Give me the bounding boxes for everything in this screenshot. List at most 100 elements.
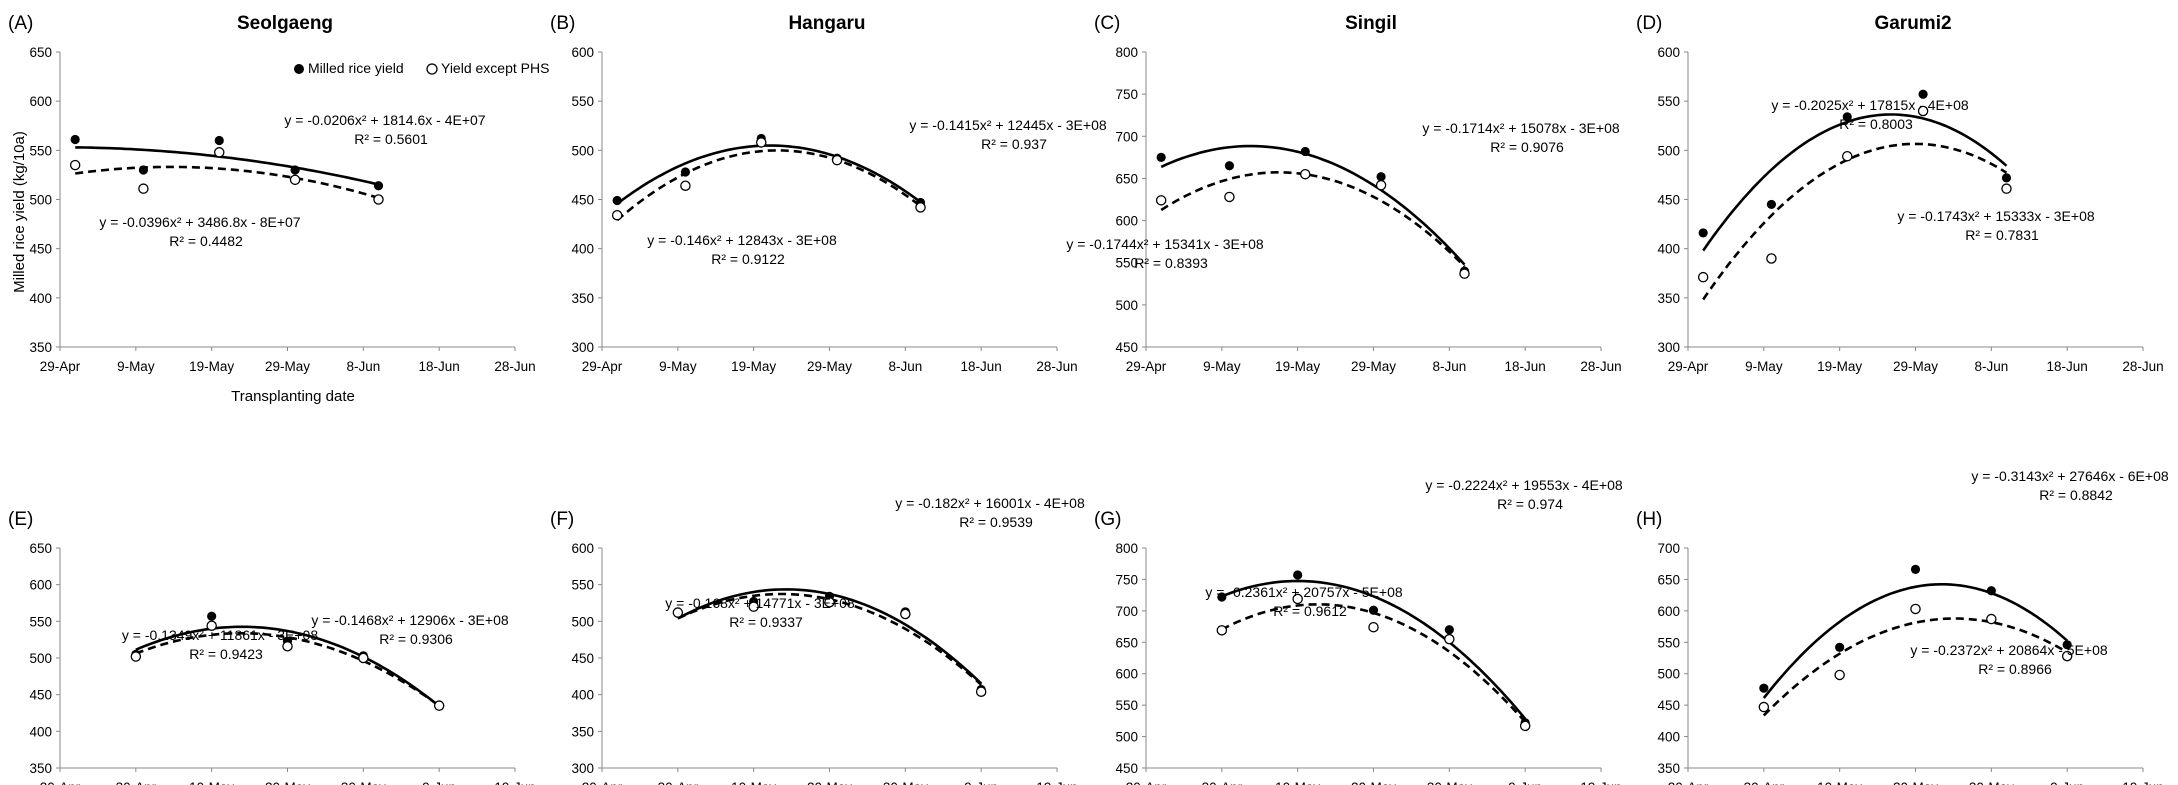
panel-e-x-tick-label: 10-May: [189, 780, 234, 785]
panel-g-x-tick-label: 20-May: [1351, 780, 1396, 785]
panel-h-x-tick-label: 10-May: [1817, 780, 1862, 785]
panel-d-trend-milled: [1702, 113, 2008, 252]
panel-a-point-except-phs: [69, 159, 81, 171]
panel-h-r2-2: R² = 0.8966: [1978, 661, 2052, 677]
panel-a-x-tick-label: 8-Jun: [346, 359, 380, 374]
panel-a: (A) Seolgaeng 350 400 450 500 550 600 650 29-Apr 9…: [8, 13, 536, 374]
panel-e-equation-1: y = -0.1468x² + 12906x - 3E+08: [311, 612, 509, 628]
panel-e-r2-2: R² = 0.9423: [189, 646, 263, 662]
panel-g-equation-2: y = -0.2361x² + 20757x - 5E+08: [1205, 584, 1403, 600]
panel-e-point-except-phs: [282, 641, 293, 652]
panel-b-y-tick-label: 350: [571, 291, 594, 306]
panel-b-y-tick-label: 600: [571, 45, 594, 60]
panel-f-y-tick-label: 550: [571, 578, 594, 593]
panel-h-y-tick-label: 650: [1657, 572, 1680, 587]
panel-c-r2-2: R² = 0.8393: [1134, 255, 1208, 271]
panel-a-equation-1: y = -0.0206x² + 1814.6x - 4E+07: [284, 112, 485, 128]
panel-d-x-tick-label: 18-Jun: [2047, 359, 2088, 374]
panel-a-y-tick-label: 600: [29, 94, 52, 109]
panel-b-equation-1: y = -0.1415x² + 12445x - 3E+08: [909, 117, 1107, 133]
panel-g-point-except-phs: [1368, 621, 1379, 633]
panel-d-x-tick-label: 28-Jun: [2122, 359, 2163, 374]
panel-d-point-milled: [1698, 228, 1708, 238]
panel-f-y-tick-label: 450: [571, 651, 594, 666]
panel-h: (H) 350 400 450 500 550 600 650 700 20-Apr 30-Apr 1…: [1636, 468, 2169, 785]
panel-f-r2-2: R² = 0.9337: [729, 614, 803, 630]
panel-h-point-except-phs: [1834, 669, 1845, 681]
panel-f-point-except-phs: [748, 601, 759, 612]
panel-c-point-except-phs: [1375, 179, 1387, 191]
panel-c-point-except-phs: [1300, 168, 1311, 180]
panel-h-trend-milled: [1762, 583, 2069, 699]
panel-a-point-milled: [214, 135, 224, 146]
panel-c-equation-2: y = -0.1744x² + 15341x - 3E+08: [1066, 236, 1264, 252]
panel-a-point-milled: [373, 181, 384, 191]
panel-f-y-tick-label: 500: [571, 614, 594, 629]
panel-g-y-tick-label: 800: [1115, 541, 1138, 556]
panel-h-trend-except-phs: [1762, 617, 2068, 717]
panel-h-equation-2: y = -0.2372x² + 20864x - 5E+08: [1910, 642, 2108, 658]
panel-g: (G) 450 500 550 600 650 700 750 800 20-Apr 30-Apr 1…: [1094, 477, 1623, 785]
panel-b-x-tick-label: 29-Apr: [582, 359, 623, 374]
panel-e-x-tick-label: 30-Apr: [116, 780, 157, 785]
panel-g-y-tick-label: 750: [1115, 572, 1138, 587]
panel-h-y-tick-label: 500: [1657, 667, 1680, 682]
y-axis-label: Milled rice yield (kg/10a): [11, 131, 28, 293]
panel-g-r2-2: R² = 0.9612: [1273, 603, 1347, 619]
legend-marker-except-phs: [426, 63, 438, 75]
panel-d-x-tick-label: 29-Apr: [1668, 359, 1709, 374]
panel-c-x-tick-label: 8-Jun: [1432, 359, 1466, 374]
panel-d-equation-1: y = -0.2025x² + 17815x - 4E+08: [1771, 97, 1969, 113]
panel-f-x-tick-label: 10-May: [731, 780, 776, 785]
panel-h-y-tick-label: 600: [1657, 604, 1680, 619]
panel-e-x-tick-label: 20-May: [265, 780, 310, 785]
panel-c-title: Singil: [1345, 13, 1397, 34]
panel-a-y-tick-label: 650: [29, 45, 52, 60]
panel-f-point-except-phs: [672, 607, 684, 618]
panel-g-point-milled: [1217, 592, 1227, 602]
panel-b-y-tick-label: 550: [571, 94, 594, 109]
panel-c-point-milled: [1376, 172, 1386, 182]
panel-b-x-tick-label: 9-May: [659, 359, 697, 374]
panel-g-x-tick-label: 19-Jun: [1580, 780, 1621, 785]
panel-h-point-except-phs: [1758, 701, 1770, 713]
panel-g-trend-milled: [1221, 579, 1527, 720]
panel-h-point-except-phs: [2061, 650, 2073, 662]
panel-g-letter: (G): [1094, 509, 1121, 530]
panel-g-x-tick-label: 30-Apr: [1202, 780, 1243, 785]
legend: Milled rice yield Yield except PHS: [294, 60, 549, 76]
panel-a-y-tick-label: 450: [29, 242, 52, 257]
panel-e-letter: (E): [8, 509, 33, 530]
panel-f-point-except-phs: [900, 608, 911, 620]
panel-h-y-tick-label: 400: [1657, 730, 1680, 745]
panel-g-point-milled: [1293, 570, 1303, 580]
panel-c-x-tick-label: 18-Jun: [1505, 359, 1546, 374]
panel-e: (E) 350 400 450 500 550 600 650 20-Apr 30-Apr 10-M…: [8, 509, 536, 785]
panel-e-y-tick-label: 600: [29, 578, 52, 593]
panel-a-trend-milled: [75, 146, 379, 186]
panel-c-x-tick-label: 29-Apr: [1126, 359, 1167, 374]
panel-a-x-tick-label: 28-Jun: [494, 359, 535, 374]
panel-d-y-tick-label: 350: [1657, 291, 1680, 306]
panel-b-x-tick-label: 18-Jun: [961, 359, 1002, 374]
panel-a-y-tick-label: 350: [29, 340, 52, 355]
panel-c-x-tick-label: 28-Jun: [1580, 359, 1621, 374]
panel-d-equation-2: y = -0.1743x² + 15333x - 3E+08: [1897, 208, 2095, 224]
panel-f-x-tick-label: 30-Apr: [658, 780, 699, 785]
panel-b-point-except-phs: [756, 137, 767, 148]
panel-a-trend-except-phs: [75, 165, 379, 200]
panel-c-equation-1: y = -0.1714x² + 15078x - 3E+08: [1422, 120, 1620, 136]
panel-e-x-tick-label: 30-May: [341, 780, 386, 785]
panel-c-x-tick-label: 9-May: [1203, 359, 1241, 374]
panel-a-title: Seolgaeng: [237, 13, 333, 34]
panel-c-y-tick-label: 700: [1115, 129, 1138, 144]
panel-c-trend-except-phs: [1160, 170, 1466, 268]
panel-g-y-tick-label: 550: [1115, 698, 1138, 713]
panel-h-point-milled: [1910, 564, 1921, 574]
panel-h-x-tick-label: 30-May: [1969, 780, 2014, 785]
panel-f-x-tick-label: 9-Jun: [964, 780, 998, 785]
panel-b-point-except-phs: [611, 209, 623, 221]
panel-f-x-tick-label: 20-Apr: [582, 780, 623, 785]
panel-d: (D) Garumi2 300 350 400 450 500 550 600 29-Apr 9-M…: [1636, 13, 2164, 374]
panel-b-x-tick-label: 8-Jun: [888, 359, 922, 374]
